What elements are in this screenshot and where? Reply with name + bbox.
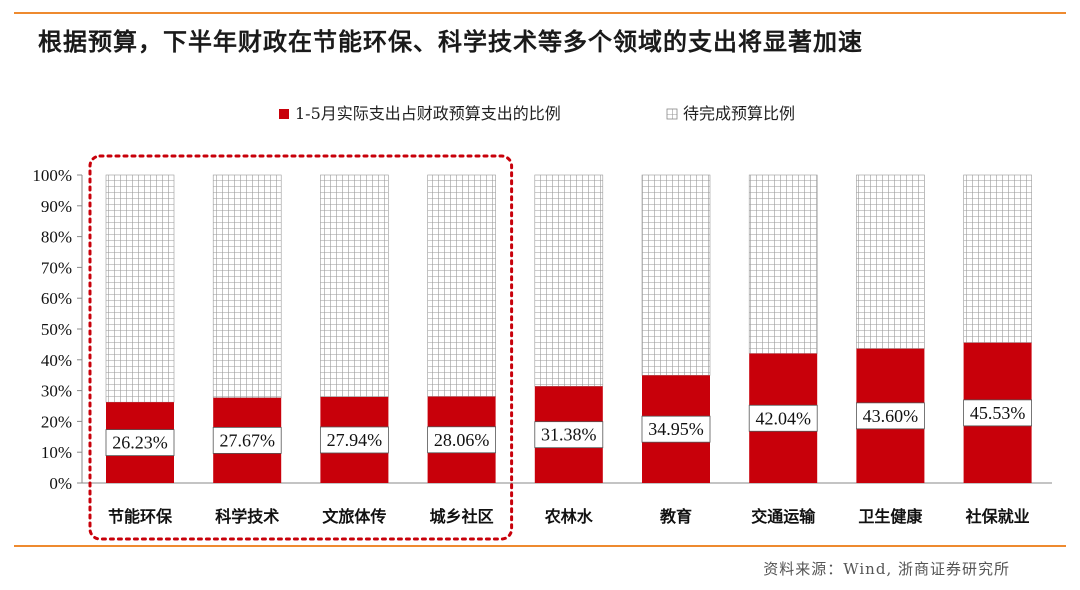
- legend-label-remaining: 待完成预算比例: [683, 104, 795, 123]
- bar-remaining: [212, 174, 282, 399]
- bar-remaining: [748, 174, 818, 354]
- data-label: 34.95%: [648, 419, 704, 439]
- y-tick-label: 0%: [49, 474, 72, 493]
- highlight-box: [88, 154, 514, 541]
- category-label: 教育: [660, 507, 692, 526]
- bottom-rule: [14, 545, 1066, 547]
- x-axis: 节能环保 科学技术 文旅体传 城乡社区 农林水 教育 交通运输 卫生健康 社保就业: [108, 507, 1030, 526]
- data-labels: 26.23% 27.67% 27.94% 28.06% 31.38% 34.95% 42.0…: [105, 399, 1032, 457]
- data-label-box: [319, 426, 389, 454]
- data-label: 26.23%: [112, 433, 168, 453]
- data-label-box: [534, 421, 604, 449]
- category-label: 交通运输: [751, 507, 816, 526]
- data-label-box: [105, 429, 175, 457]
- data-label-box: [748, 404, 818, 432]
- category-label: 城乡社区: [430, 507, 494, 526]
- y-tick-label: 80%: [41, 228, 72, 247]
- data-label-box: [856, 402, 925, 430]
- legend-swatch-remaining: [666, 108, 678, 120]
- legend-swatch-actual: [279, 109, 289, 119]
- y-tick-label: 30%: [41, 382, 72, 401]
- data-label-box: [641, 415, 711, 443]
- y-tick-label: 60%: [41, 289, 72, 308]
- data-label: 27.94%: [327, 430, 383, 450]
- data-label: 28.06%: [434, 430, 490, 450]
- y-tick-label: 50%: [41, 320, 72, 339]
- y-tick-label: 70%: [41, 258, 72, 277]
- legend-label-actual: 1-5月实际支出占财政预算支出的比例: [295, 104, 561, 123]
- data-label-box: [427, 426, 497, 454]
- data-label-box: [963, 399, 1032, 427]
- y-tick-label: 90%: [41, 197, 72, 216]
- data-label: 43.60%: [863, 406, 919, 426]
- category-label: 文旅体传: [322, 507, 386, 526]
- bar-remaining: [641, 174, 711, 376]
- data-label: 31.38%: [541, 425, 597, 445]
- y-tick-label: 10%: [41, 443, 72, 462]
- y-tick-label: 100%: [32, 166, 72, 185]
- data-label: 42.04%: [755, 408, 811, 428]
- data-label: 27.67%: [219, 430, 275, 450]
- source-note: 资料来源：Wind, 浙商证券研究所: [763, 560, 1010, 578]
- bar-remaining: [105, 174, 175, 403]
- data-label-box: [212, 426, 282, 454]
- category-label: 社保就业: [965, 507, 1030, 526]
- bar-remaining: [534, 174, 604, 387]
- category-label: 卫生健康: [858, 507, 923, 526]
- legend: 1-5月实际支出占财政预算支出的比例 待完成预算比例: [279, 104, 795, 123]
- y-tick-label: 20%: [41, 412, 72, 431]
- top-rule: [14, 12, 1066, 14]
- category-label: 节能环保: [108, 507, 173, 526]
- bar-remaining: [320, 174, 389, 398]
- bar-remaining: [856, 174, 925, 350]
- bar-remaining: [427, 174, 496, 397]
- stacked-bar-chart: 1-5月实际支出占财政预算支出的比例 待完成预算比例 0% 10% 20% 30% 40…: [32, 104, 1052, 541]
- category-label: 农林水: [544, 507, 594, 526]
- y-tick-label: 40%: [41, 351, 72, 370]
- category-label: 科学技术: [215, 507, 279, 526]
- data-label: 45.53%: [970, 403, 1026, 423]
- bar-remaining: [963, 174, 1032, 344]
- page-title: 根据预算，下半年财政在节能环保、科学技术等多个领域的支出将显著加速: [38, 28, 863, 56]
